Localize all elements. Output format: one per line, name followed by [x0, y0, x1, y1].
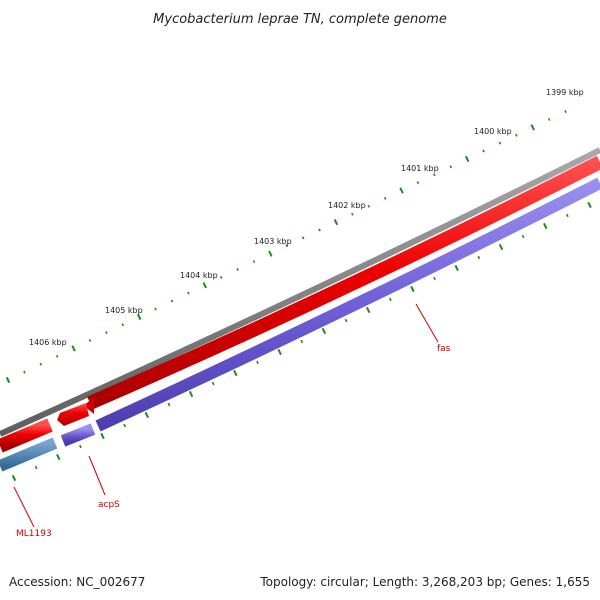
scale-tick: [543, 222, 548, 230]
scale-tick: [100, 432, 105, 440]
gene-label-acps[interactable]: acpS: [98, 500, 120, 510]
scale-tick: [252, 260, 256, 264]
scale-tick: [367, 204, 371, 208]
gene-track-forward: [87, 155, 600, 410]
gene-leader-ml1193: [13, 486, 35, 528]
scale-tick: [187, 291, 190, 295]
genome-backbone: [0, 147, 600, 437]
scale-tick: [515, 133, 518, 137]
scale-tick: [587, 201, 592, 209]
scale-label-1405: 1405 kbp: [105, 306, 143, 315]
scale-tick: [433, 173, 436, 177]
scale-tick: [233, 369, 238, 377]
gene-track-reverse: [95, 177, 600, 432]
gene-label-ml1193[interactable]: ML1193: [16, 529, 52, 539]
scale-tick: [188, 390, 194, 398]
scale-tick: [285, 244, 289, 248]
scale-tick: [5, 376, 11, 384]
scale-tick: [268, 250, 273, 257]
scale-tick: [449, 165, 453, 169]
scale-tick: [236, 267, 239, 271]
scale-tick: [566, 213, 569, 218]
scale-tick: [202, 282, 207, 289]
scale-tick: [170, 299, 174, 303]
scale-tick: [321, 327, 327, 335]
scale-tick: [383, 196, 387, 200]
genome-summary-text: Topology: circular; Length: 3,268,203 bp…: [260, 575, 590, 589]
accession-text: Accession: NC_002677: [9, 575, 146, 589]
scale-tick: [121, 323, 125, 327]
scale-tick: [318, 228, 321, 232]
scale-tick: [333, 218, 339, 226]
inner-scale-ticks: [11, 201, 592, 482]
scale-label-1401: 1401 kbp: [401, 164, 439, 173]
scale-tick: [55, 354, 59, 358]
scale-tick: [79, 444, 82, 449]
scale-tick: [154, 307, 157, 311]
scale-label-1406: 1406 kbp: [29, 338, 67, 347]
scale-tick: [388, 297, 392, 302]
scale-tick: [123, 423, 127, 428]
scale-label-1402: 1402 kbp: [328, 201, 366, 210]
scale-tick: [416, 181, 420, 185]
scale-tick: [530, 124, 535, 131]
scale-tick: [351, 212, 354, 216]
scale-tick: [498, 243, 504, 251]
gene-leader-acps: [88, 455, 106, 496]
scale-label-1403: 1403 kbp: [254, 237, 292, 246]
scale-tick: [105, 331, 108, 335]
scale-tick: [167, 402, 171, 407]
scale-tick: [454, 264, 459, 272]
scale-tick: [71, 345, 76, 352]
scale-tick: [211, 381, 215, 386]
scale-tick: [399, 187, 404, 194]
scale-tick: [477, 255, 481, 260]
scale-tick: [482, 149, 485, 153]
scale-tick: [23, 370, 26, 374]
scale-label-1404: 1404 kbp: [180, 271, 218, 280]
scale-tick: [39, 362, 43, 366]
outer-scale-ticks: [5, 110, 567, 384]
scale-tick: [344, 318, 348, 323]
gene-track-ml1193: [0, 437, 58, 472]
gene-label-fas[interactable]: fas: [437, 344, 451, 354]
scale-tick: [410, 285, 415, 293]
scale-tick: [256, 360, 259, 365]
scale-tick: [365, 306, 371, 314]
scale-tick: [219, 275, 223, 279]
scale-tick: [144, 411, 150, 419]
scale-tick: [11, 474, 17, 482]
gene-arrow-forward: [84, 396, 94, 414]
gene-track-forward-left: [0, 418, 53, 453]
scale-tick: [547, 117, 551, 121]
gene-leader-fas: [415, 303, 439, 343]
scale-tick: [136, 313, 142, 320]
gene-track-reverse-acps: [60, 423, 96, 447]
gene-segment-small: [57, 403, 89, 426]
scale-tick: [34, 465, 38, 470]
scale-tick: [301, 236, 305, 240]
scale-tick: [498, 141, 502, 145]
scale-label-1399: 1399 kbp: [546, 88, 584, 97]
scale-tick: [433, 276, 436, 281]
scale-tick: [464, 155, 470, 163]
scale-label-1400: 1400 kbp: [474, 127, 512, 136]
scale-tick: [521, 234, 525, 239]
scale-tick: [564, 110, 567, 114]
scale-tick: [56, 453, 61, 461]
scale-tick: [88, 339, 92, 342]
map-title: Mycobacterium leprae TN, complete genome: [153, 12, 447, 27]
scale-tick: [277, 348, 282, 356]
scale-tick: [300, 339, 304, 344]
